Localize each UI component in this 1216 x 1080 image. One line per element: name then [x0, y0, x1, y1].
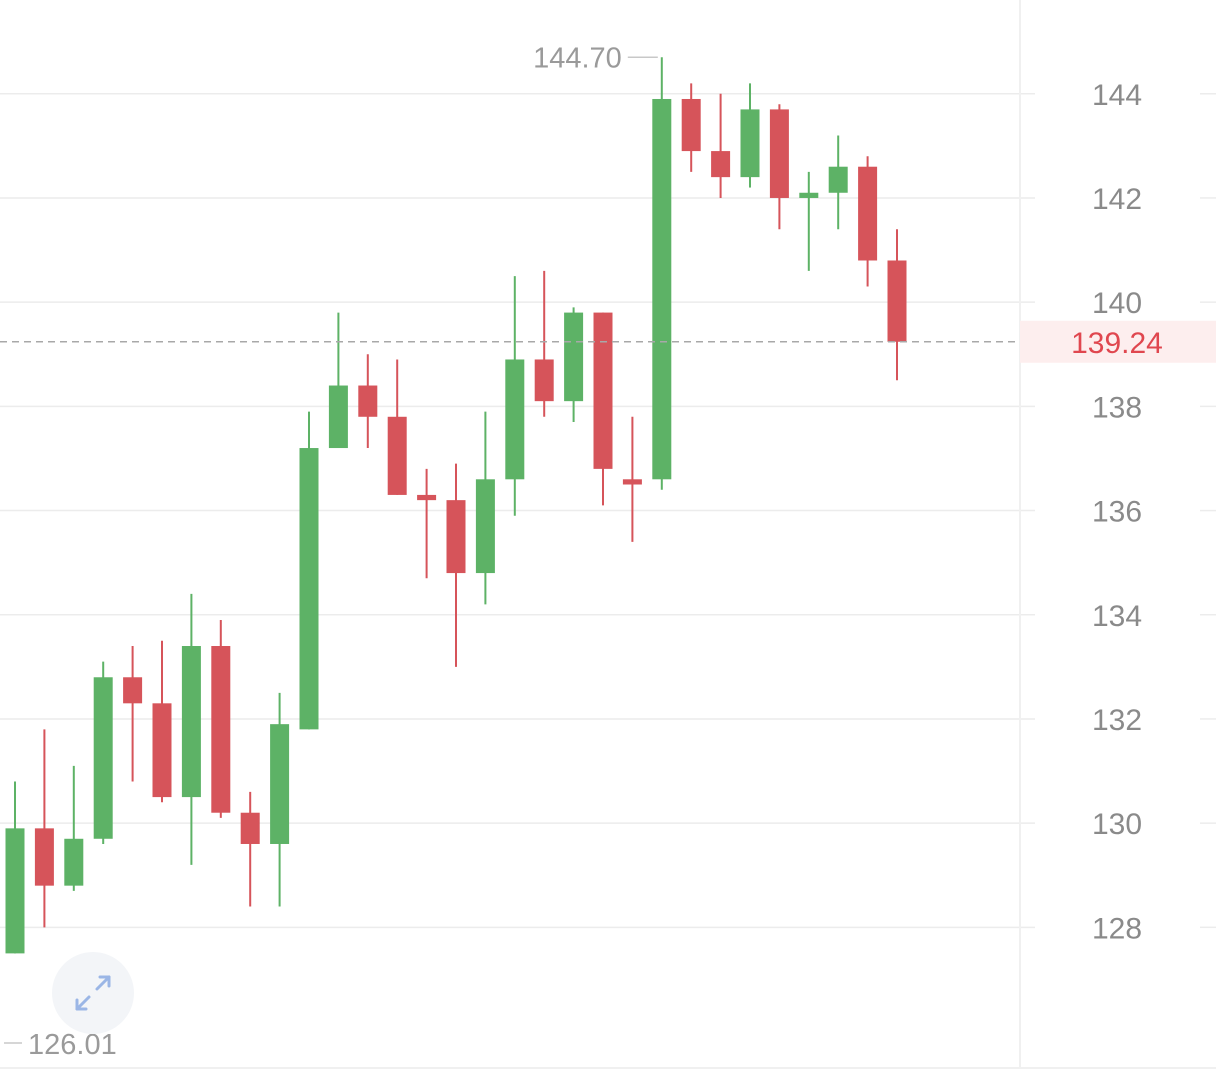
- current-price-badge: [1020, 320, 1216, 363]
- candle-body: [64, 838, 84, 886]
- candle-body: [299, 448, 319, 730]
- extreme-markers: 144.70 126.01: [4, 42, 658, 1061]
- y-tick-label: 134: [1092, 600, 1142, 633]
- y-tick-label: 144: [1092, 79, 1142, 112]
- candle-body: [123, 677, 143, 704]
- candle-body: [181, 646, 201, 798]
- candle: [564, 307, 584, 422]
- y-tick-label: 140: [1092, 287, 1142, 320]
- candle: [5, 781, 25, 954]
- current-price-marker: 139.24: [0, 320, 1216, 363]
- expand-arrows-icon: [75, 975, 111, 1011]
- candle-body: [681, 98, 701, 152]
- candle: [93, 661, 113, 844]
- candle-body: [240, 812, 260, 844]
- candle: [358, 354, 378, 449]
- candle: [152, 640, 172, 803]
- candle: [769, 104, 789, 230]
- candle: [475, 411, 495, 605]
- candle: [681, 83, 701, 172]
- candle-body: [887, 260, 907, 342]
- candle: [417, 468, 437, 579]
- candle-body: [769, 109, 789, 198]
- candle-body: [475, 479, 495, 574]
- y-tick-label: 132: [1092, 704, 1142, 737]
- candle-body: [622, 479, 642, 485]
- candle-body: [270, 724, 290, 844]
- candle-body: [358, 385, 378, 417]
- current-price-label: 139.24: [1071, 327, 1163, 360]
- candle: [711, 93, 731, 198]
- candle-body: [799, 192, 819, 198]
- candle: [858, 156, 878, 287]
- candle: [123, 646, 143, 782]
- y-tick-label: 138: [1092, 391, 1142, 424]
- candle-body: [93, 677, 113, 839]
- candle-body: [858, 166, 878, 261]
- candle-body: [446, 500, 466, 574]
- candle: [534, 270, 554, 417]
- candle: [270, 692, 290, 907]
- candle: [652, 57, 672, 490]
- candle: [34, 729, 54, 928]
- candle-body: [740, 109, 760, 178]
- candle-body: [34, 828, 54, 886]
- candle-body: [211, 646, 231, 813]
- candle-body: [5, 828, 25, 954]
- candle-body: [711, 151, 731, 178]
- candle-body: [564, 312, 584, 402]
- grid-lines: [0, 93, 1216, 929]
- max-price-label: 144.70: [533, 42, 622, 74]
- candle-body: [417, 494, 437, 501]
- candle: [593, 312, 613, 506]
- y-tick-label: 130: [1092, 808, 1142, 841]
- candle: [211, 619, 231, 818]
- candle: [64, 765, 84, 891]
- candle: [387, 359, 407, 495]
- candle-body: [534, 359, 554, 402]
- candle: [887, 229, 907, 381]
- candle: [446, 463, 466, 667]
- candles: [5, 57, 907, 954]
- min-price-label: 126.01: [28, 1029, 117, 1061]
- expand-chart-button[interactable]: [52, 952, 134, 1034]
- y-tick-label: 142: [1092, 183, 1142, 216]
- candle-body: [328, 385, 348, 449]
- candle: [828, 135, 848, 230]
- candle-body: [387, 416, 407, 495]
- candle: [181, 593, 201, 865]
- candle: [622, 416, 642, 542]
- candle-body: [505, 359, 525, 480]
- y-tick-label: 136: [1092, 496, 1142, 529]
- candle-body: [652, 98, 672, 480]
- candle: [240, 791, 260, 907]
- candle: [328, 312, 348, 449]
- price-axis: 128 130 132 134 136 138 140 142 144: [1092, 79, 1142, 946]
- y-tick-label: 128: [1092, 912, 1142, 945]
- candle: [799, 171, 819, 271]
- candle-body: [152, 703, 172, 798]
- candle: [299, 411, 319, 730]
- candle: [740, 83, 760, 188]
- candle-body: [593, 312, 613, 469]
- candle-body: [828, 166, 848, 193]
- candle: [505, 276, 525, 516]
